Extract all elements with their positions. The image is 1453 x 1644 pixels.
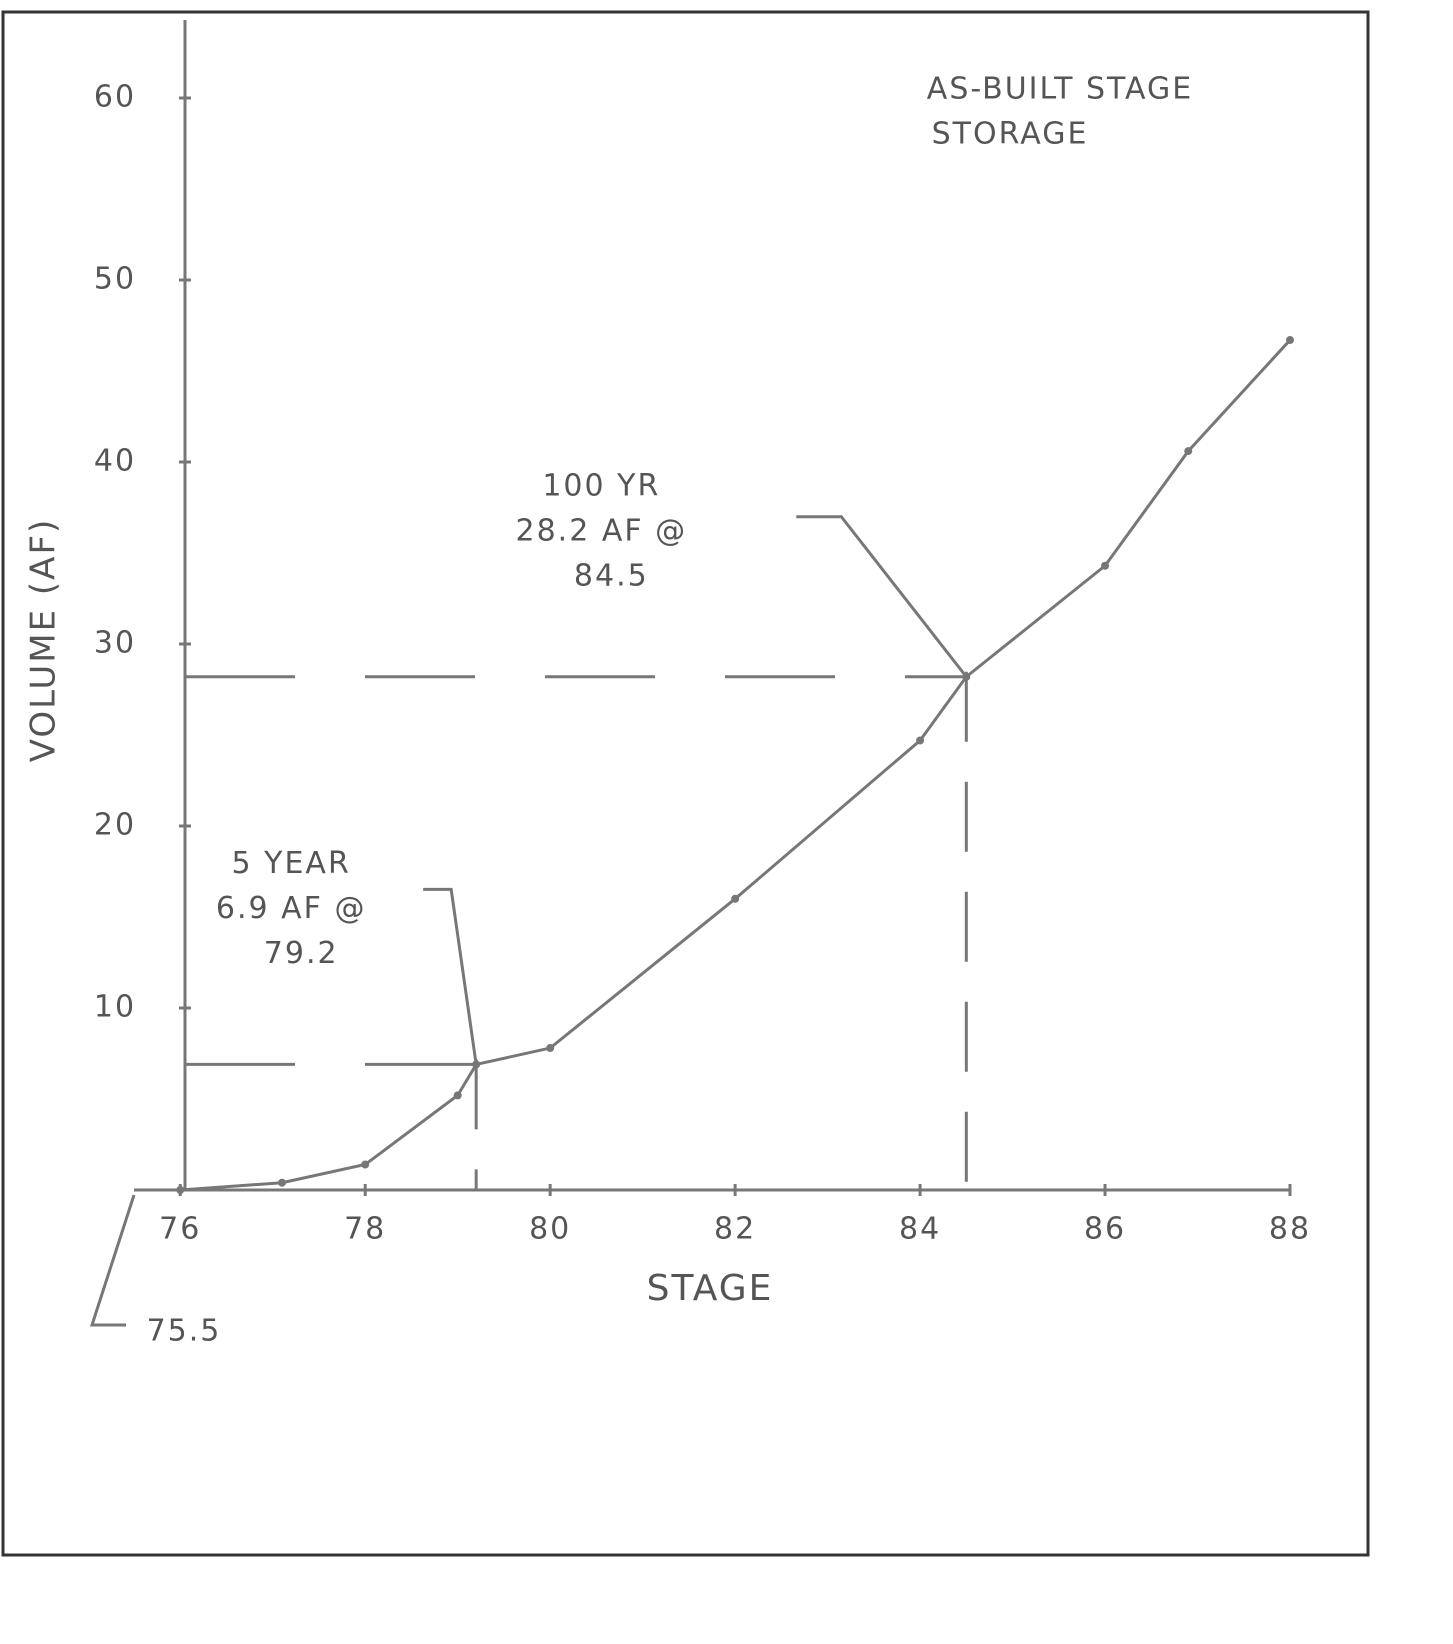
chart-title: AS-BUILT STAGE — [927, 72, 1193, 107]
x-tick-label: 88 — [1269, 1212, 1311, 1247]
data-point — [1184, 447, 1192, 455]
y-tick-label: 20 — [94, 808, 136, 843]
data-point — [916, 736, 924, 744]
data-point — [731, 895, 739, 903]
x-tick-label: 84 — [899, 1212, 941, 1247]
data-point — [454, 1091, 462, 1099]
y-tick-label: 30 — [94, 626, 136, 661]
marker-note: 6.9 AF @ — [216, 891, 367, 926]
x-tick-label: 76 — [159, 1212, 201, 1247]
y-tick-label: 60 — [94, 80, 136, 115]
start-bracket — [92, 1195, 134, 1325]
data-point — [278, 1179, 286, 1187]
x-tick-label: 82 — [714, 1212, 756, 1247]
y-tick-label: 50 — [94, 262, 136, 297]
start-label: 75.5 — [147, 1314, 222, 1349]
x-tick-label: 80 — [529, 1212, 571, 1247]
y-tick-label: 40 — [94, 444, 136, 479]
data-point — [1286, 336, 1294, 344]
marker-note: 5 YEAR — [232, 846, 351, 881]
data-point — [361, 1161, 369, 1169]
chart-title: STORAGE — [932, 117, 1089, 152]
data-point — [472, 1060, 480, 1068]
x-tick-label: 78 — [344, 1212, 386, 1247]
marker-stage: 79.2 — [264, 936, 339, 971]
leader-line — [423, 889, 476, 1064]
stage-storage-curve — [180, 340, 1290, 1190]
data-point — [176, 1186, 184, 1194]
data-point — [546, 1044, 554, 1052]
marker-note: 28.2 AF @ — [515, 513, 687, 548]
data-point — [962, 673, 970, 681]
y-axis-label: VOLUME (AF) — [24, 518, 64, 763]
leader-line — [796, 517, 966, 677]
page: {"chart_data": { "type": "line", "title"… — [0, 0, 1453, 1644]
marker-stage: 84.5 — [574, 558, 649, 593]
chart: AS-BUILT STAGE STORAGE STAGE VOLUME (AF)… — [0, 0, 1453, 1644]
data-point — [1101, 562, 1109, 570]
x-tick-label: 86 — [1084, 1212, 1126, 1247]
y-tick-label: 10 — [94, 990, 136, 1025]
x-axis-label: STAGE — [647, 1268, 774, 1309]
marker-note: 100 YR — [542, 468, 660, 503]
